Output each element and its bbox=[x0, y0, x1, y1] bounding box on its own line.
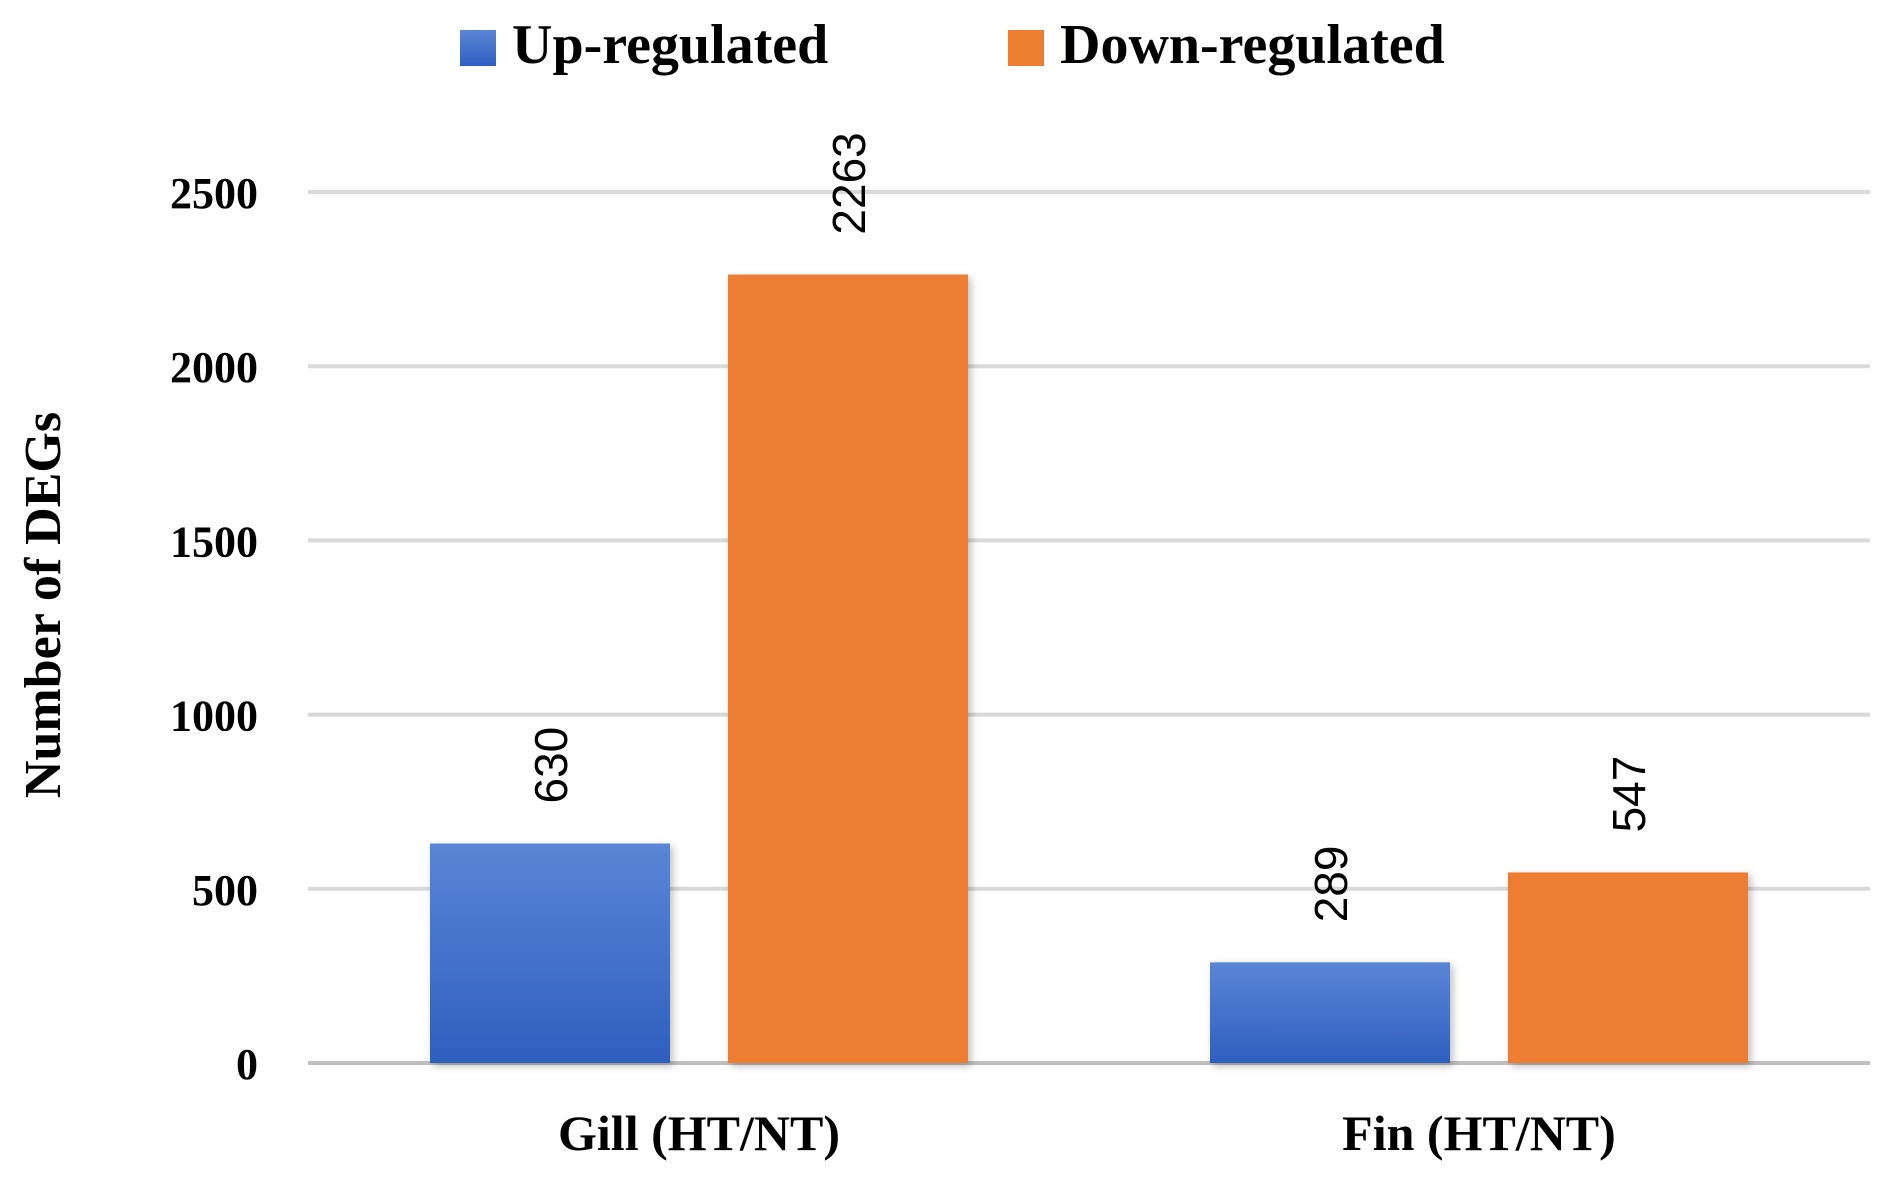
data-label: 630 bbox=[525, 727, 577, 804]
x-axis-ticks: Gill (HT/NT) Fin (HT/NT) bbox=[558, 1105, 1616, 1161]
y-tick-label: 1000 bbox=[170, 692, 258, 741]
legend-swatch bbox=[1008, 30, 1044, 66]
bars bbox=[430, 274, 1748, 1063]
y-axis-label: Number of DEGs bbox=[15, 412, 72, 798]
data-label: 547 bbox=[1603, 756, 1655, 833]
bar-down-fin bbox=[1508, 872, 1748, 1063]
legend-swatch bbox=[460, 30, 496, 66]
bar-down-gill bbox=[728, 274, 968, 1063]
bar-up-gill bbox=[430, 843, 670, 1063]
legend-label: Up-regulated bbox=[512, 14, 828, 76]
y-tick-label: 500 bbox=[192, 866, 258, 915]
bar-up-fin bbox=[1210, 962, 1450, 1063]
y-tick-label: 1500 bbox=[170, 517, 258, 566]
data-label: 2263 bbox=[823, 132, 875, 234]
y-tick-label: 0 bbox=[236, 1040, 258, 1089]
y-tick-label: 2000 bbox=[170, 343, 258, 392]
data-labels: 630 2263 289 547 bbox=[525, 132, 1655, 922]
x-tick-label: Gill (HT/NT) bbox=[558, 1105, 840, 1161]
data-label: 289 bbox=[1305, 846, 1357, 923]
legend-label: Down-regulated bbox=[1060, 14, 1445, 76]
y-axis-ticks: 0 500 1000 1500 2000 2500 bbox=[170, 169, 258, 1089]
y-tick-label: 2500 bbox=[170, 169, 258, 218]
x-tick-label: Fin (HT/NT) bbox=[1342, 1105, 1616, 1161]
legend: Up-regulated Down-regulated bbox=[460, 14, 1445, 76]
